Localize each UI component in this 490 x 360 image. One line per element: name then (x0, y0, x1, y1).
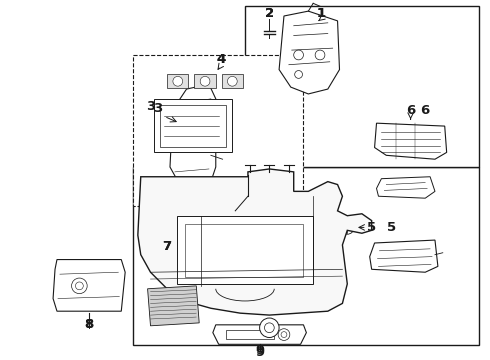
Polygon shape (147, 286, 199, 326)
Text: 7: 7 (163, 240, 172, 253)
Bar (195, 75, 216, 88)
Text: 1: 1 (317, 6, 325, 19)
Circle shape (75, 282, 83, 290)
Circle shape (294, 71, 302, 78)
Circle shape (278, 329, 290, 341)
Circle shape (265, 323, 274, 333)
Text: 3: 3 (153, 102, 162, 115)
Polygon shape (369, 240, 438, 272)
Bar (221, 75, 243, 88)
Polygon shape (279, 11, 340, 94)
Circle shape (281, 332, 287, 337)
Text: 4: 4 (216, 53, 225, 66)
Bar (160, 105, 226, 147)
Text: 9: 9 (255, 346, 264, 359)
Circle shape (227, 76, 237, 86)
Polygon shape (213, 325, 306, 344)
Circle shape (173, 76, 183, 86)
Bar (225, 330, 274, 339)
Text: 2: 2 (265, 6, 274, 19)
Text: 7: 7 (163, 240, 172, 253)
Text: 8: 8 (84, 318, 94, 331)
Text: 2: 2 (265, 6, 274, 19)
Text: 4: 4 (216, 53, 225, 66)
Circle shape (341, 221, 354, 234)
Text: 5: 5 (367, 221, 376, 234)
Polygon shape (376, 177, 435, 198)
Bar (245, 6, 479, 167)
Polygon shape (53, 260, 125, 311)
Bar (154, 99, 232, 152)
Text: 6: 6 (420, 104, 430, 117)
Circle shape (315, 50, 325, 60)
Circle shape (72, 278, 87, 294)
Bar (167, 75, 189, 88)
Text: 8: 8 (84, 318, 94, 331)
Text: 6: 6 (406, 104, 415, 117)
Bar (177, 216, 313, 284)
Circle shape (200, 76, 210, 86)
Bar (133, 55, 303, 206)
Text: 9: 9 (255, 344, 264, 357)
Bar (185, 224, 303, 277)
Text: 1: 1 (317, 6, 325, 19)
Polygon shape (170, 84, 216, 192)
Circle shape (260, 318, 279, 337)
Text: 3: 3 (146, 100, 155, 113)
Text: 5: 5 (387, 221, 396, 234)
Circle shape (294, 50, 303, 60)
Polygon shape (374, 123, 447, 159)
Polygon shape (184, 196, 209, 216)
Polygon shape (138, 169, 371, 315)
Bar (133, 167, 479, 345)
